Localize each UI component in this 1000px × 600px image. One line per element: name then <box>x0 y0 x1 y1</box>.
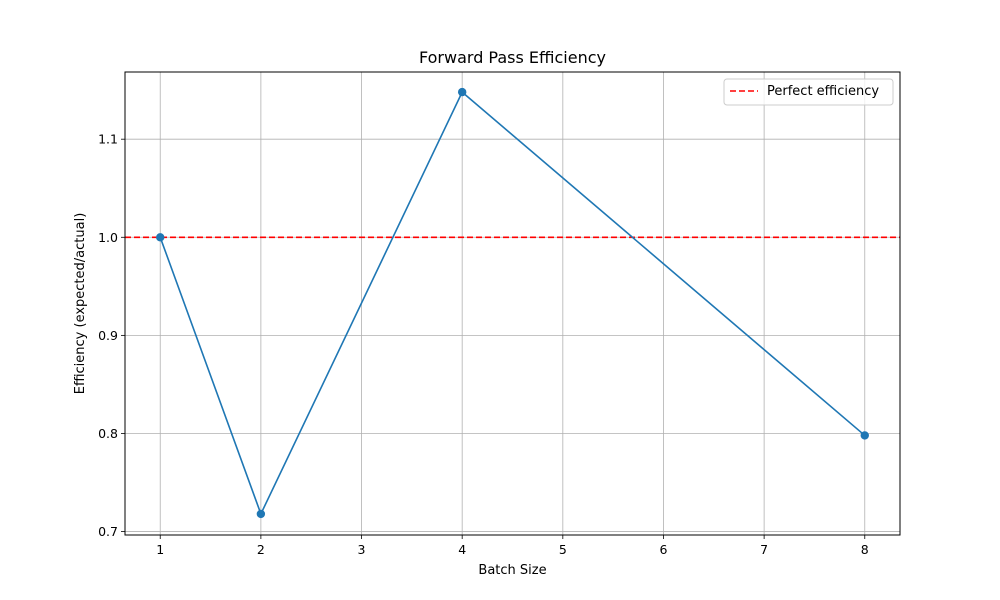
y-tick-label-4: 1.1 <box>98 132 118 147</box>
x-tick-label-4: 4 <box>458 542 466 557</box>
y-axis-label: Efficiency (expected/actual) <box>73 213 88 395</box>
y-tick-label-1: 0.8 <box>98 426 118 441</box>
data-point-0-1 <box>256 509 266 519</box>
plot-area <box>125 72 900 535</box>
legend-frame <box>723 78 894 106</box>
x-tick-label-7: 7 <box>760 542 768 557</box>
y-tick-label-3: 1.0 <box>98 230 118 245</box>
x-tick-label-6: 6 <box>659 542 667 557</box>
y-tick-label-2: 0.9 <box>98 328 118 343</box>
legend: Perfect efficiency <box>723 78 894 106</box>
series-line-0 <box>159 91 866 515</box>
x-axis-ticks: 1 2 3 4 5 6 7 8 <box>156 535 869 557</box>
legend-label-perfect-efficiency: Perfect efficiency <box>767 84 879 99</box>
x-tick-label-8: 8 <box>861 542 869 557</box>
chart-title: Forward Pass Efficiency <box>419 48 606 67</box>
x-tick-label-3: 3 <box>358 542 366 557</box>
data-point-0-0 <box>156 233 165 242</box>
y-axis-ticks: 0.7 0.8 0.9 1.0 1.1 <box>98 132 125 539</box>
x-tick-label-5: 5 <box>559 542 567 557</box>
y-tick-label-0: 0.7 <box>98 524 118 539</box>
x-tick-label-2: 2 <box>257 542 265 557</box>
series-layer <box>156 87 869 519</box>
plot-frame <box>124 71 901 536</box>
x-tick-label-1: 1 <box>156 542 164 557</box>
data-point-0-3 <box>860 431 869 440</box>
x-axis-label: Batch Size <box>478 563 546 578</box>
data-point-0-2 <box>457 87 467 97</box>
